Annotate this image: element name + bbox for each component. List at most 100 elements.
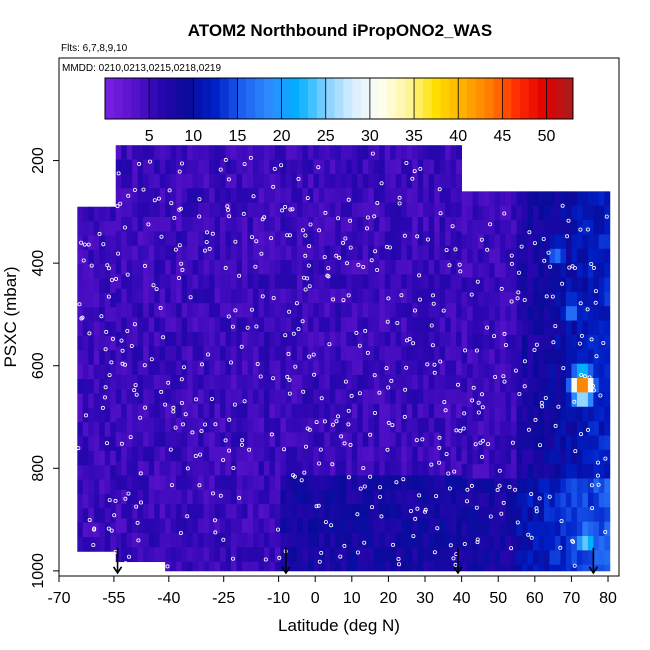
heatmap-cell xyxy=(307,346,314,361)
heatmap-cell xyxy=(285,475,292,491)
heatmap-cell xyxy=(231,489,237,505)
heatmap-cell xyxy=(247,331,254,347)
heatmap-cell xyxy=(214,331,221,347)
heatmap-cell xyxy=(598,277,605,293)
heatmap-cell xyxy=(532,478,539,494)
heatmap-cell xyxy=(494,464,501,479)
heatmap-cell xyxy=(324,260,331,275)
sample-marker xyxy=(585,227,590,232)
heatmap-cell xyxy=(582,564,589,572)
heatmap-cell xyxy=(176,317,183,333)
sample-marker xyxy=(509,261,514,266)
heatmap-cell xyxy=(324,461,331,476)
heatmap-cell xyxy=(483,378,490,393)
x-axis-label: Latitude (deg N) xyxy=(278,616,400,635)
heatmap-cell xyxy=(247,446,254,462)
heatmap-cell xyxy=(143,504,150,519)
heatmap-cell xyxy=(532,363,539,379)
heatmap-cell xyxy=(110,235,117,251)
sample-marker xyxy=(152,198,157,203)
heatmap-cell xyxy=(351,173,358,189)
heatmap-cell xyxy=(489,421,495,436)
heatmap-cell xyxy=(126,403,133,419)
sample-marker xyxy=(441,308,446,313)
heatmap-cell xyxy=(401,374,408,390)
heatmap-cell xyxy=(532,378,539,393)
sample-marker xyxy=(125,328,130,333)
heatmap-cell xyxy=(340,245,347,261)
heatmap-cell xyxy=(263,403,270,419)
heatmap-cell xyxy=(192,475,199,491)
sample-marker xyxy=(556,404,561,409)
heatmap-cell xyxy=(543,291,550,307)
heatmap-cell xyxy=(450,518,457,534)
heatmap-cell xyxy=(285,532,292,548)
heatmap-cell xyxy=(198,331,204,347)
heatmap-cell xyxy=(247,317,254,333)
heatmap-cell xyxy=(269,403,276,419)
heatmap-cell xyxy=(159,532,166,548)
heatmap-cell xyxy=(505,392,512,408)
heatmap-cell xyxy=(285,360,292,376)
heatmap-cell xyxy=(335,446,342,462)
heatmap-cell xyxy=(467,248,473,264)
heatmap-cell xyxy=(478,349,484,365)
heatmap-cell xyxy=(489,320,495,336)
heatmap-cell xyxy=(329,145,336,160)
heatmap-cell xyxy=(505,248,512,264)
heatmap-cell xyxy=(209,245,215,261)
heatmap-cell xyxy=(115,374,122,390)
heatmap-cell xyxy=(417,475,424,491)
heatmap-cell xyxy=(417,303,424,318)
heatmap-cell xyxy=(373,475,380,491)
x-tick-label: 0 xyxy=(311,590,320,607)
heatmap-cell xyxy=(406,159,413,175)
heatmap-cell xyxy=(582,277,589,293)
sample-marker xyxy=(107,373,112,378)
heatmap-cell xyxy=(143,231,150,247)
sample-marker xyxy=(558,545,563,550)
heatmap-cell xyxy=(154,317,161,333)
heatmap-cell xyxy=(302,504,309,519)
heatmap-cell xyxy=(110,436,117,452)
heatmap-cell xyxy=(532,492,539,508)
heatmap-cell xyxy=(587,277,594,293)
heatmap-cell xyxy=(505,406,512,422)
heatmap-cell xyxy=(395,532,402,548)
heatmap-cell xyxy=(500,306,506,321)
heatmap-cell xyxy=(302,518,309,534)
heatmap-cell xyxy=(527,507,534,523)
heatmap-cell xyxy=(472,291,479,307)
sample-marker xyxy=(230,324,235,329)
heatmap-cell xyxy=(291,518,298,534)
heatmap-cell xyxy=(417,202,424,218)
y-axis-label: PSXC (mbar) xyxy=(1,266,20,367)
sample-marker xyxy=(479,237,484,242)
heatmap-cell xyxy=(467,320,473,336)
sample-marker xyxy=(573,449,578,454)
heatmap-cell xyxy=(505,464,512,479)
heatmap-cell xyxy=(93,221,100,236)
heatmap-cell xyxy=(181,518,188,534)
heatmap-cell xyxy=(373,389,380,405)
heatmap-cell xyxy=(93,264,100,279)
heatmap-cell xyxy=(220,303,226,318)
heatmap-cell xyxy=(307,561,314,572)
heatmap-cell xyxy=(170,504,177,519)
heatmap-cell xyxy=(88,335,95,351)
heatmap-cell xyxy=(461,277,468,293)
heatmap-cell xyxy=(576,536,583,551)
heatmap-cell xyxy=(565,263,572,278)
sample-marker xyxy=(132,187,137,192)
heatmap-cell xyxy=(511,277,517,293)
colorbar-cell xyxy=(520,78,530,119)
heatmap-cell xyxy=(225,288,232,304)
heatmap-cell xyxy=(593,349,600,365)
heatmap-cell xyxy=(434,260,441,275)
heatmap-cell xyxy=(329,274,336,290)
heatmap-cell xyxy=(231,547,237,563)
heatmap-cell xyxy=(209,216,215,232)
heatmap-cell xyxy=(137,303,144,318)
heatmap-cell xyxy=(93,422,100,437)
heatmap-cell xyxy=(258,432,265,448)
